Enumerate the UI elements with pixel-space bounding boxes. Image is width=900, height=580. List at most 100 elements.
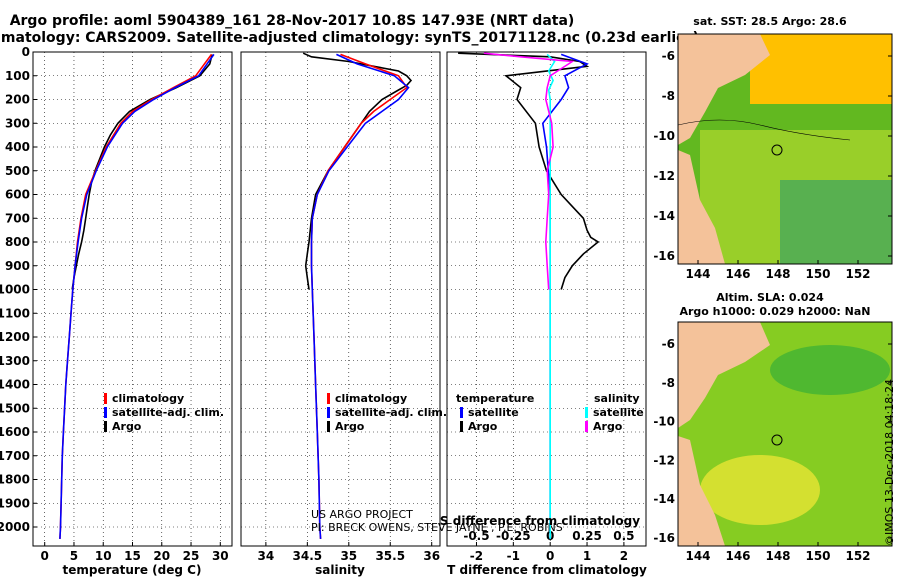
depth-tick-label: 1600 [0, 425, 30, 439]
series-line-argo [71, 54, 213, 290]
depth-tick-label: 300 [5, 116, 30, 130]
sst-bathymetry-contour [678, 119, 851, 141]
map-y-tick-label: -10 [653, 415, 675, 429]
x-tick-label: 25 [183, 549, 200, 563]
map-y-tick-label: -6 [662, 337, 675, 351]
salinity-axes-frame [240, 51, 441, 547]
depth-tick-label: 200 [5, 93, 30, 107]
depth-tick-label: 400 [5, 140, 30, 154]
x-tick-label: 5 [70, 549, 78, 563]
difference-xlabel: T difference from climatology [447, 563, 647, 577]
x-tick-label: 0 [546, 549, 554, 563]
depth-tick-label: 2000 [0, 520, 30, 534]
sst-cool-region [780, 180, 892, 264]
side-credit: ©IMOS 13-Dec-2018 04:18:24 [883, 379, 896, 546]
legend-argo-label: Argo [112, 420, 142, 433]
altimetry-low-region [770, 345, 890, 395]
map-y-tick-label: -16 [653, 531, 675, 545]
map-x-tick-label: 150 [805, 267, 830, 281]
legend-satellite-label: satellite-adj. clim. [335, 406, 447, 419]
depth-tick-label: 1700 [0, 449, 30, 463]
altimetry-title-2: Argo h1000: 0.029 h2000: NaN [679, 305, 870, 318]
salinity-panel: 34 34.5 35 35.5 36 salinity climatology sate… [240, 51, 563, 577]
depth-tick-label: 100 [5, 69, 30, 83]
x-tick-label: 15 [124, 549, 141, 563]
map-x-tick-label: 144 [685, 549, 710, 563]
credit-pi: PI: BRECK OWENS, STEVE JAYNE , P.E. ROBI… [311, 521, 563, 534]
altimetry-map-frame [677, 321, 893, 547]
series-line-satellite-adj-clim- [310, 53, 410, 539]
series-line-s-argo [483, 52, 575, 290]
depth-tick-label: 1200 [0, 330, 30, 344]
depth-tick-label: 1100 [0, 306, 30, 320]
series-line-climatology [59, 53, 213, 539]
legend-t-satellite-label: satellite [468, 406, 519, 419]
legend-temperature-heading: temperature [456, 392, 534, 405]
legend-t-satellite-swatch [460, 407, 463, 418]
series-line-argo [302, 52, 413, 290]
x-tick-label: 36 [423, 549, 440, 563]
x-tick-label: 34 [258, 549, 275, 563]
map-x-tick-label: 148 [765, 549, 790, 563]
difference-axes-frame [446, 51, 647, 547]
sst-argo-location-marker [771, 144, 783, 156]
x-top-tick-label: 0.5 [613, 529, 634, 543]
legend-argo-swatch [327, 421, 330, 432]
x-tick-label: -1 [507, 549, 520, 563]
legend-s-argo-label: Argo [593, 420, 623, 433]
legend-argo-swatch [104, 421, 107, 432]
map-y-tick-label: -16 [653, 249, 675, 263]
altimetry-title-1: Altim. SLA: 0.024 [716, 291, 824, 304]
altimetry-map-panel: Altim. SLA: 0.024 Argo h1000: 0.029 h200… [653, 291, 893, 563]
map-x-tick-label: 146 [725, 549, 750, 563]
legend-salinity-heading: salinity [594, 392, 640, 405]
x-top-tick-label: -0.25 [496, 529, 531, 543]
temperature-xlabel: temperature (deg C) [63, 563, 202, 577]
legend-climatology-swatch [327, 393, 330, 404]
sst-land-australia [678, 150, 725, 264]
x-tick-label: -2 [470, 549, 483, 563]
map-x-tick-label: 144 [685, 267, 710, 281]
depth-tick-label: 1800 [0, 473, 30, 487]
altimetry-high-region [700, 455, 820, 525]
legend-s-satellite-label: satellite [593, 406, 644, 419]
x-tick-label: 34.5 [293, 549, 323, 563]
temperature-legend: climatology satellite-adj. clim. Argo [104, 392, 224, 433]
altimetry-argo-location-marker [771, 434, 783, 446]
map-y-tick-label: -6 [662, 49, 675, 63]
series-line-t-argo [458, 52, 600, 290]
title-line-1: Argo profile: aoml 5904389_161 28-Nov-20… [10, 13, 575, 29]
depth-tick-label: 700 [5, 211, 30, 225]
legend-t-argo-swatch [460, 421, 463, 432]
altimetry-land-newguinea [678, 322, 770, 428]
depth-tick-label: 1300 [0, 354, 30, 368]
map-y-tick-label: -10 [653, 129, 675, 143]
x-tick-label: 0 [41, 549, 49, 563]
difference-xlabel-top: S difference from climatology [440, 514, 640, 528]
difference-panel: -2 -1 0 1 2-0.5 -0.25 0 0.25 0.5 T difference fr… [440, 51, 647, 577]
x-top-tick-label: 0.25 [572, 529, 602, 543]
x-tick-label: 35 [340, 549, 357, 563]
legend-satellite-swatch [104, 407, 107, 418]
temperature-panel: 0100200300400500600700800900100011001200… [0, 45, 233, 577]
credit-project: US ARGO PROJECT [311, 508, 413, 521]
temperature-axes-frame [32, 51, 233, 547]
map-x-tick-label: 152 [845, 549, 870, 563]
map-x-tick-label: 146 [725, 267, 750, 281]
map-x-tick-label: 148 [765, 267, 790, 281]
sst-land-newguinea [678, 34, 770, 145]
sst-map-title: sat. SST: 28.5 Argo: 28.6 [693, 15, 847, 28]
depth-tick-label: 1900 [0, 496, 30, 510]
map-y-tick-label: -14 [653, 492, 675, 506]
legend-satellite-label: satellite-adj. clim. [112, 406, 224, 419]
legend-climatology-swatch [104, 393, 107, 404]
map-x-tick-label: 152 [845, 267, 870, 281]
x-tick-label: 10 [95, 549, 112, 563]
legend-climatology-label: climatology [335, 392, 407, 405]
sst-warm-region [750, 34, 892, 104]
series-line-climatology [310, 53, 408, 539]
depth-tick-label: 0 [22, 45, 30, 59]
legend-argo-label: Argo [335, 420, 365, 433]
map-y-tick-label: -8 [662, 376, 675, 390]
